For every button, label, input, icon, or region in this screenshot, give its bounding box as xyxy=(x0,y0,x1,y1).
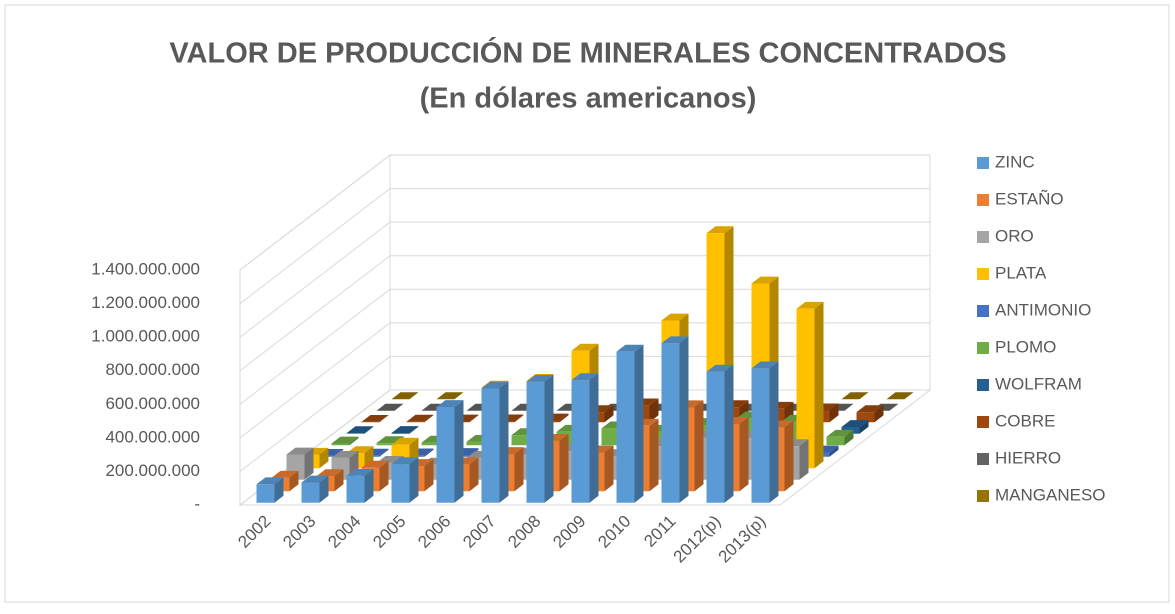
bar xyxy=(257,477,284,502)
bar-front xyxy=(332,444,350,446)
bar-side xyxy=(500,382,509,503)
bar-front xyxy=(407,422,425,423)
legend-swatch xyxy=(977,490,989,502)
legend-swatch xyxy=(977,379,989,391)
bar-front xyxy=(752,368,770,502)
bar-side xyxy=(455,400,464,503)
bar-front xyxy=(527,382,545,503)
bar xyxy=(662,336,689,502)
bar-side xyxy=(800,439,809,479)
legend-label: ORO xyxy=(995,226,1034,245)
bar-front xyxy=(707,372,725,503)
legend-swatch xyxy=(977,157,989,169)
bar xyxy=(707,365,734,503)
bar-front xyxy=(617,352,635,503)
legend-swatch xyxy=(977,342,989,354)
bar-side xyxy=(410,457,419,503)
bar xyxy=(617,345,644,503)
bar-side xyxy=(605,446,614,492)
bar-front xyxy=(827,437,845,445)
bar xyxy=(347,469,374,503)
bar-side xyxy=(785,421,794,492)
bar-side xyxy=(515,447,524,491)
bar-side xyxy=(650,419,659,491)
chart-subtitle: (En dólares americanos) xyxy=(420,83,757,115)
bar-side xyxy=(560,434,569,491)
bar xyxy=(482,382,509,503)
chart-title: VALOR DE PRODUCCIÓN DE MINERALES CONCENT… xyxy=(169,36,1006,70)
legend-swatch xyxy=(977,194,989,206)
legend-swatch xyxy=(977,305,989,317)
legend-label: HIERRO xyxy=(995,448,1061,467)
legend-swatch xyxy=(977,453,989,465)
bar-side xyxy=(770,362,779,503)
y-tick-label: 600.000.000 xyxy=(105,394,200,413)
bar-front xyxy=(392,433,410,434)
legend-label: WOLFRAM xyxy=(995,374,1082,393)
legend-label: PLATA xyxy=(995,263,1047,282)
bar-front xyxy=(662,343,680,502)
bar-side xyxy=(815,302,824,468)
bar xyxy=(302,476,329,503)
bar-side xyxy=(590,373,599,502)
legend-label: MANGANESO xyxy=(995,485,1106,504)
legend-label: ZINC xyxy=(995,152,1035,171)
bar-side xyxy=(680,336,689,502)
bar-front xyxy=(257,484,275,502)
legend-label: ANTIMONIO xyxy=(995,300,1091,319)
bar-side xyxy=(740,417,749,491)
bar xyxy=(392,457,419,503)
y-tick-label: 800.000.000 xyxy=(105,360,200,379)
legend-swatch xyxy=(977,416,989,428)
bar-front xyxy=(572,380,590,503)
y-tick-label: 200.000.000 xyxy=(105,461,200,480)
bar-front xyxy=(302,483,320,503)
bar xyxy=(752,362,779,503)
bar-side xyxy=(695,400,704,491)
bar xyxy=(527,375,554,503)
y-tick-label: 400.000.000 xyxy=(105,427,200,446)
bar-side xyxy=(545,375,554,503)
legend-label: ESTAÑO xyxy=(995,189,1064,208)
y-tick-label: 1.000.000.000 xyxy=(91,327,200,346)
y-tick-label: 1.400.000.000 xyxy=(91,259,200,278)
bar xyxy=(572,373,599,502)
bar-front xyxy=(347,476,365,503)
y-tick-label: 1.200.000.000 xyxy=(91,293,200,312)
bar-front xyxy=(347,433,365,434)
legend-label: PLOMO xyxy=(995,337,1056,356)
bar-side xyxy=(635,345,644,503)
bar-front xyxy=(482,389,500,503)
bar-side xyxy=(725,365,734,503)
y-tick-label: - xyxy=(194,494,200,513)
legend-swatch xyxy=(977,231,989,243)
bar-front xyxy=(392,464,410,503)
bar-front xyxy=(437,407,455,503)
legend-swatch xyxy=(977,268,989,280)
bar xyxy=(437,400,464,503)
legend-label: COBRE xyxy=(995,411,1055,430)
